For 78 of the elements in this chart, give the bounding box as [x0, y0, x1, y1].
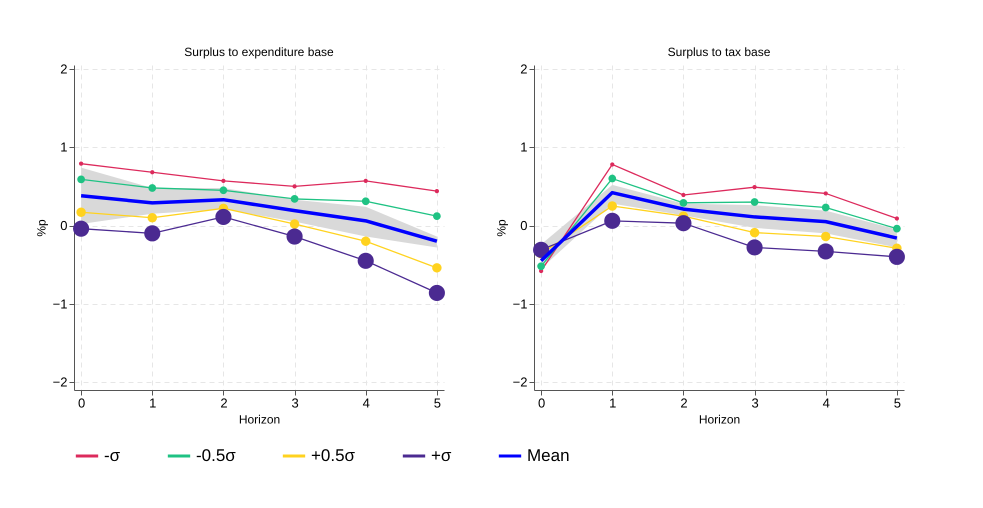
point: [752, 185, 757, 190]
point: [428, 284, 445, 301]
x-tick-label: 2: [220, 396, 228, 410]
y-tick-label: 2: [520, 61, 528, 76]
point: [893, 224, 901, 233]
point: [220, 186, 228, 194]
x-tick-label: 1: [609, 396, 616, 410]
x-tick-label: 2: [680, 396, 688, 410]
point: [150, 170, 154, 174]
x-tick-label: 4: [822, 396, 830, 410]
point: [888, 248, 905, 265]
y-axis-title: %p: [34, 219, 49, 237]
point: [148, 184, 156, 192]
point: [76, 207, 86, 217]
y-tick-label: 2: [60, 61, 68, 76]
point: [434, 188, 440, 194]
point: [824, 191, 828, 196]
x-tick-label: 4: [362, 396, 370, 410]
point: [604, 212, 620, 229]
legend-label: -0.5σ: [196, 446, 236, 465]
x-tick-label: 0: [78, 396, 86, 410]
x-tick-label: 5: [894, 396, 901, 410]
line-series: [79, 194, 439, 243]
y-tick-label: −2: [512, 374, 528, 390]
point: [77, 175, 85, 184]
point: [362, 197, 370, 206]
point: [78, 162, 84, 166]
point: [290, 195, 298, 203]
point: [750, 228, 760, 238]
point: [680, 198, 688, 207]
point: [360, 236, 370, 246]
point: [358, 252, 374, 269]
point: [537, 262, 545, 270]
x-axis-title: Horizon: [238, 412, 280, 426]
y-axis-title: %p: [494, 219, 509, 237]
y-tick-label: 1: [60, 140, 68, 155]
chart-title: Surplus to tax base: [668, 44, 771, 59]
x-axis-title: Horizon: [698, 412, 740, 426]
legend-label: +σ: [431, 446, 452, 465]
legend-label: Mean: [527, 446, 570, 465]
point: [533, 242, 550, 258]
x-tick-label: 1: [149, 396, 156, 410]
point: [746, 239, 763, 256]
legend-label: +0.5σ: [311, 446, 356, 465]
line-series: [539, 190, 899, 263]
point: [894, 216, 900, 221]
point: [822, 204, 830, 212]
x-tick-label: 3: [751, 396, 759, 410]
point: [820, 232, 830, 242]
y-tick-label: −2: [52, 374, 68, 390]
point: [290, 219, 300, 229]
point: [292, 184, 297, 188]
point: [681, 192, 686, 198]
x-tick-label: 3: [291, 396, 299, 410]
point: [221, 178, 226, 184]
y-tick-label: −1: [512, 296, 528, 312]
legend-label: -σ: [104, 446, 121, 465]
point: [818, 243, 834, 260]
chart-title: Surplus to expenditure base: [184, 44, 334, 59]
y-tick-label: −1: [52, 296, 68, 312]
point: [432, 263, 442, 273]
y-tick-label: 0: [520, 218, 528, 234]
x-tick-label: 0: [538, 396, 546, 410]
point: [144, 225, 160, 242]
point: [286, 228, 303, 245]
point: [148, 212, 158, 222]
point: [750, 198, 758, 206]
y-tick-label: 1: [520, 140, 528, 155]
point: [364, 178, 368, 184]
point: [433, 212, 441, 220]
point: [215, 208, 232, 225]
x-tick-label: 5: [434, 396, 441, 410]
point: [675, 215, 692, 232]
point: [610, 162, 614, 167]
point: [73, 220, 90, 237]
point: [608, 201, 618, 211]
y-tick-label: 0: [60, 218, 68, 234]
point: [608, 174, 616, 182]
